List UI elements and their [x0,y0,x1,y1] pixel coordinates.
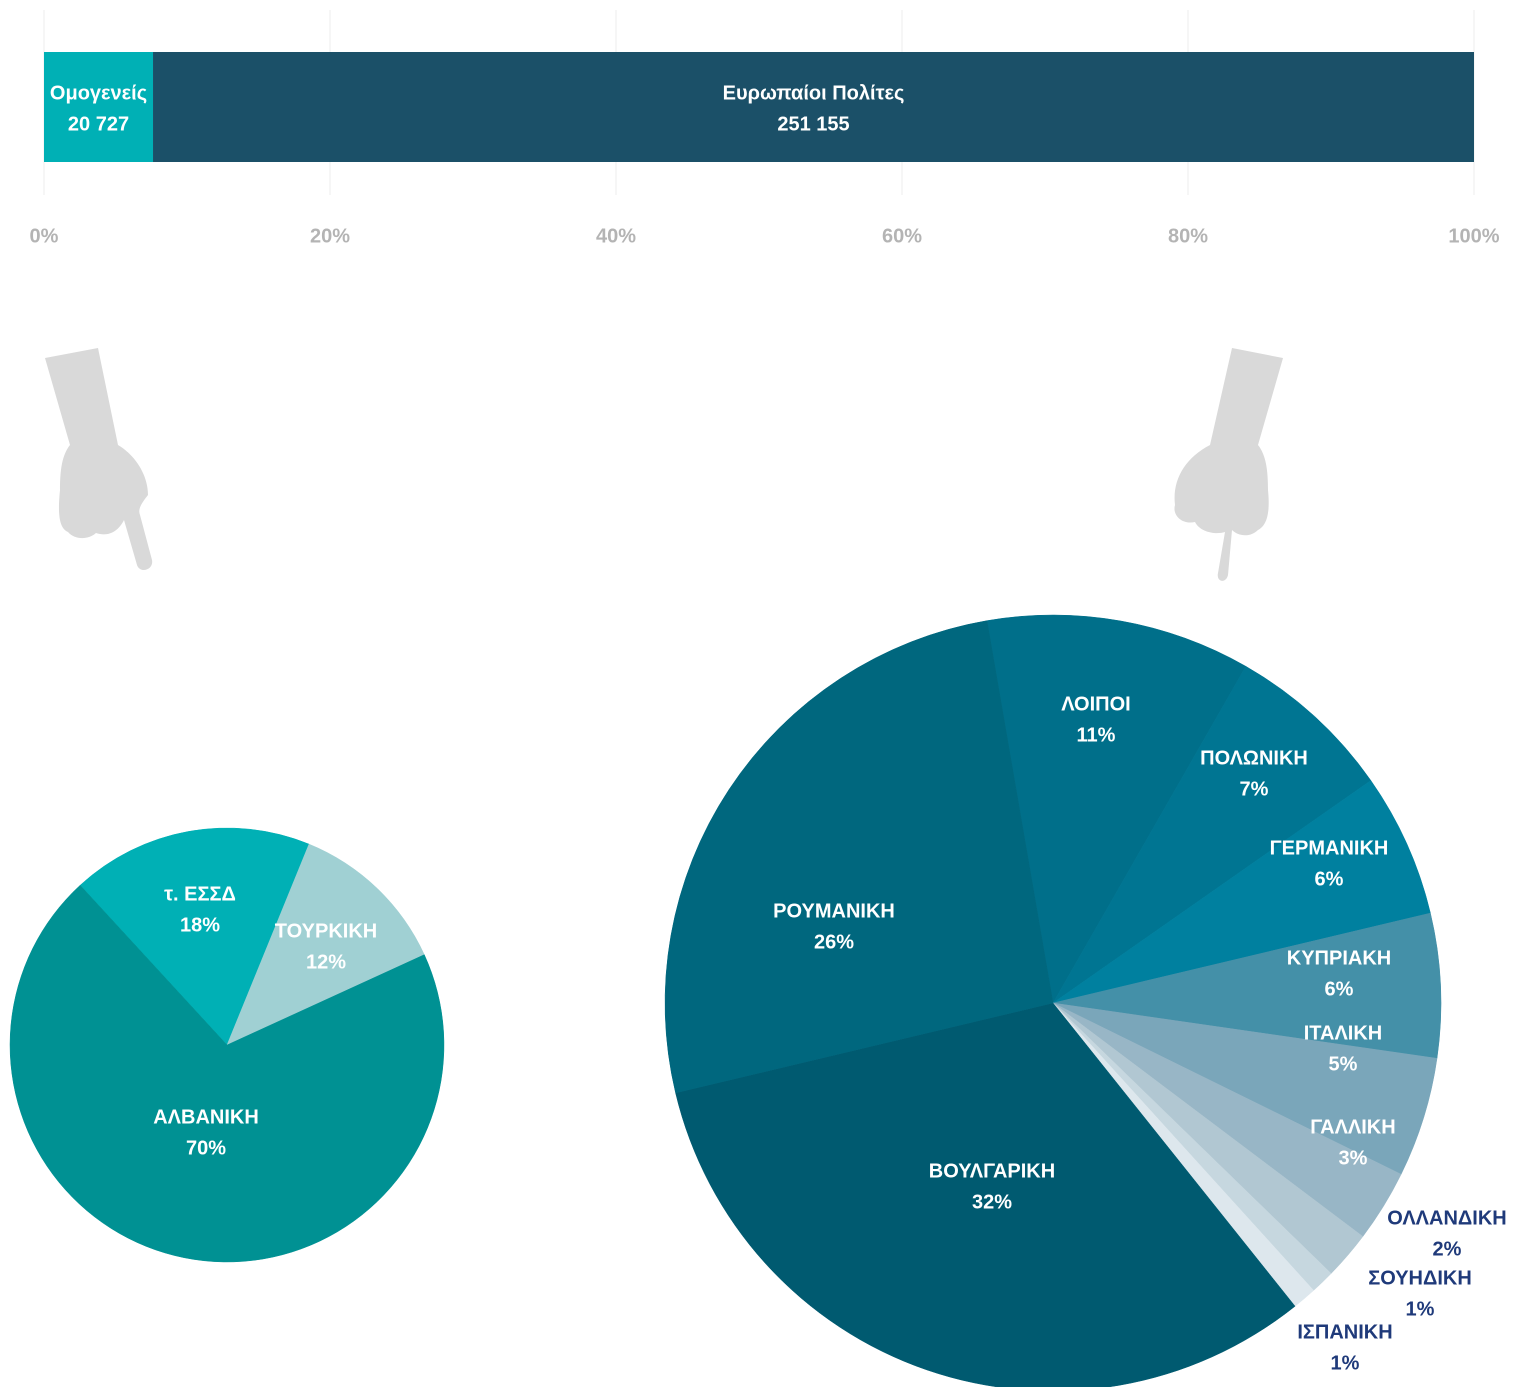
slice-label: ΙΣΠΑΝΙΚΗ [1297,1321,1392,1343]
data-label: 6% [1315,868,1344,890]
pie-slice [79,827,310,1046]
slice-label: ΓΑΛΛΙΚΗ [1310,1116,1395,1138]
data-label: 2% [1433,1238,1462,1260]
pie-slice [1052,665,1372,1004]
x-tick-label: 60% [882,225,922,247]
slice-label: ΚΥΠΡΙΑΚΗ [1287,947,1391,969]
x-tick-label: 20% [310,225,350,247]
x-tick-label: 80% [1168,225,1208,247]
pie-slice [1052,912,1442,1059]
slice-label: ΙΤΑΛΙΚΗ [1304,1022,1383,1044]
slice-label: ΠΟΛΩΝΙΚΗ [1200,747,1308,769]
data-label: 3% [1339,1147,1368,1169]
slice-label: ΟΛΛΑΝΔΙΚΗ [1387,1207,1506,1229]
data-label: 6% [1325,978,1354,1000]
pie-slice [664,620,1054,1094]
slice-label: ΣΟΥΗΔΙΚΗ [1368,1267,1472,1289]
data-label: 1% [1406,1298,1435,1320]
data-label: 251 155 [777,113,849,135]
slice-label: ΡΟΥΜΑΝΙΚΗ [773,900,895,922]
bar-segment [153,52,1474,162]
data-label: 26% [814,931,854,953]
slice-label: ΑΛΒΑΝΙΚΗ [153,1106,259,1128]
pie-slice [1052,780,1431,1004]
data-label: 7% [1240,778,1269,800]
pointing-hand-left [45,348,153,571]
pie-slice [986,614,1247,1004]
x-tick-label: 0% [30,225,59,247]
slice-label: ΛΟΙΠΟΙ [1061,693,1130,715]
slice-label: ΓΕΡΜΑΝΙΚΗ [1270,837,1389,859]
data-label: 12% [306,951,346,973]
data-label: 5% [1329,1053,1358,1075]
x-tick-label: 100% [1448,225,1499,247]
slice-label: ΒΟΥΛΓΑΡΙΚΗ [929,1160,1055,1182]
slice-label: ΤΟΥΡΚΙΚΗ [275,920,377,942]
data-label: 18% [180,914,220,936]
pie-slice [9,884,445,1263]
data-label: 20 727 [68,113,129,135]
data-label: 11% [1077,724,1116,746]
slice-label: τ. ΕΣΣΔ [164,883,236,905]
data-label: 32% [972,1191,1012,1213]
bar-segment [44,52,154,162]
pie-slice [226,843,425,1046]
pointing-hand-right [1174,348,1283,581]
pie-slice [675,1002,1296,1387]
x-tick-label: 40% [596,225,636,247]
segment-name: Ομογενείς [50,82,147,104]
data-label: 1% [1331,1352,1360,1374]
data-label: 70% [186,1137,226,1159]
segment-name: Ευρωπαίοι Πολίτες [723,82,905,104]
